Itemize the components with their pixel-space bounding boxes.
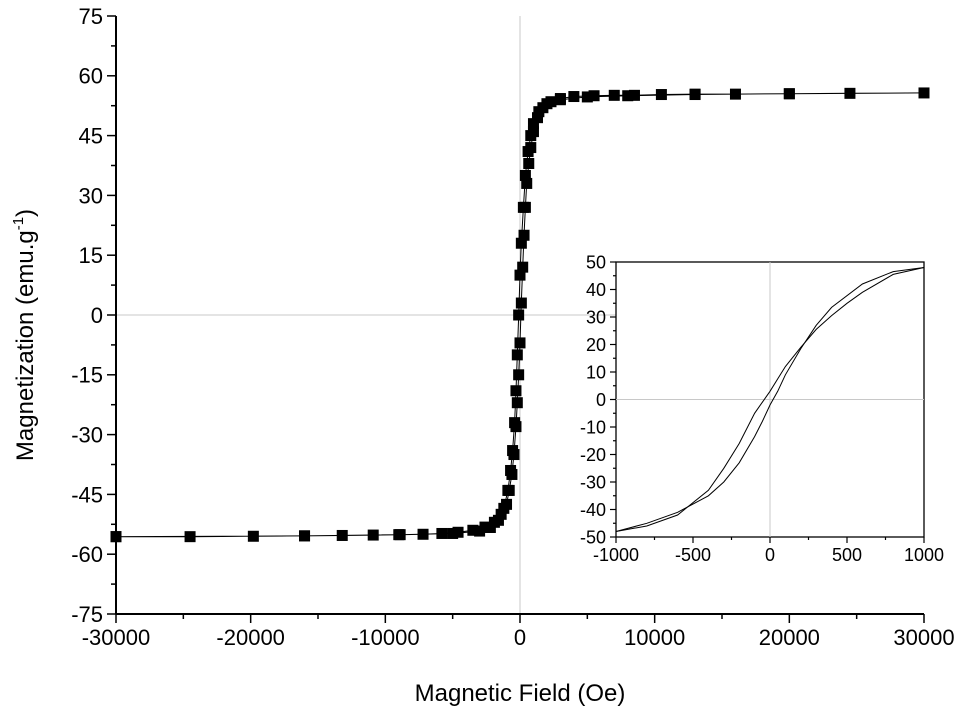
y-tick-label: 0 (596, 390, 606, 410)
data-point (367, 529, 379, 541)
x-tick-label: -1000 (593, 545, 639, 565)
y-tick-label: -30 (71, 423, 103, 448)
data-point (502, 484, 514, 496)
y-axis-title-superscript: -1 (10, 217, 27, 230)
x-tick-label: -20000 (216, 625, 285, 650)
y-tick-label: 10 (586, 362, 606, 382)
data-point (247, 530, 259, 542)
data-point (525, 130, 537, 142)
data-point (509, 417, 521, 429)
y-tick-label: -15 (71, 363, 103, 388)
y-tick-label: -75 (71, 602, 103, 627)
y-tick-label: -40 (580, 500, 606, 520)
data-point (622, 90, 634, 102)
data-point (689, 89, 701, 101)
y-axis-title-main: Magnetization (emu.g (12, 230, 39, 461)
y-tick-label: -60 (71, 542, 103, 567)
data-point (844, 87, 856, 99)
data-point (492, 514, 504, 526)
main-plot: -30000 -20000 -10000 0 10000 20000 30000-75-60… (71, 4, 954, 650)
data-point (554, 94, 566, 106)
x-tick-label: 30000 (893, 625, 954, 650)
x-tick-label: 0 (514, 625, 526, 650)
x-tick-label: 20000 (759, 625, 820, 650)
data-point (541, 98, 553, 110)
data-point (467, 524, 479, 536)
inset-plot: -1000 -500 0 500 1000 -50 -40 -30 -20 -10 0 10 20 30 4… (580, 252, 944, 565)
data-point (510, 385, 522, 397)
data-point (522, 146, 534, 158)
x-tick-label: 1000 (904, 545, 944, 565)
data-point (513, 369, 525, 381)
series-line (615, 267, 925, 532)
data-point (532, 112, 544, 124)
y-tick-label: -45 (71, 482, 103, 507)
data-point (655, 89, 667, 101)
data-point (515, 237, 527, 249)
data-point (568, 91, 580, 103)
data-point (513, 309, 525, 321)
y-tick-label: 75 (79, 4, 103, 29)
series-line (615, 267, 925, 532)
data-point (474, 525, 486, 537)
data-point (521, 177, 533, 189)
y-tick-label: 15 (79, 243, 103, 268)
y-tick-label: -20 (580, 445, 606, 465)
data-point (628, 89, 640, 101)
y-tick-label: 30 (79, 183, 103, 208)
y-tick-label: 60 (79, 64, 103, 89)
data-point (918, 87, 930, 99)
x-tick-label: 10000 (624, 625, 685, 650)
data-point (517, 201, 529, 213)
y-tick-label: 0 (91, 303, 103, 328)
x-tick-label: -10000 (351, 625, 420, 650)
data-point (588, 90, 600, 102)
data-point (514, 269, 526, 281)
y-tick-label: -30 (580, 472, 606, 492)
data-point (447, 527, 459, 539)
data-point (336, 529, 348, 541)
data-point (783, 88, 795, 100)
data-point (110, 531, 122, 543)
x-tick-label: 0 (765, 545, 775, 565)
y-tick-label: 40 (586, 280, 606, 300)
y-tick-label: -10 (580, 417, 606, 437)
data-point (511, 349, 523, 361)
y-axis-title-close: ) (12, 209, 39, 217)
data-point (519, 169, 531, 181)
data-point (515, 297, 527, 309)
data-point (514, 337, 526, 349)
data-point (484, 521, 496, 533)
data-point (417, 528, 429, 540)
y-tick-label: 20 (586, 335, 606, 355)
y-tick-label: -50 (580, 527, 606, 547)
data-point (533, 106, 545, 118)
data-point (511, 397, 523, 409)
data-point (299, 530, 311, 542)
data-point (184, 531, 196, 543)
data-point (507, 445, 519, 457)
y-tick-label: 45 (79, 124, 103, 149)
data-point (729, 88, 741, 100)
data-point (393, 529, 405, 541)
data-point (517, 261, 529, 273)
data-point (518, 229, 530, 241)
data-point (581, 91, 593, 103)
x-tick-label: 500 (832, 545, 862, 565)
data-point (505, 464, 517, 476)
data-point (608, 89, 620, 101)
y-axis-title: Magnetization (emu.g-1) (10, 209, 39, 461)
y-tick-label: 30 (586, 307, 606, 327)
x-tick-label: -500 (675, 545, 711, 565)
y-tick-label: 50 (586, 252, 606, 272)
data-point (436, 527, 448, 539)
x-axis-title: Magnetic Field (Oe) (415, 680, 626, 707)
x-tick-label: -30000 (82, 625, 151, 650)
data-point (523, 158, 535, 170)
data-point (527, 118, 539, 130)
data-point (498, 502, 510, 514)
data-point (495, 508, 507, 520)
